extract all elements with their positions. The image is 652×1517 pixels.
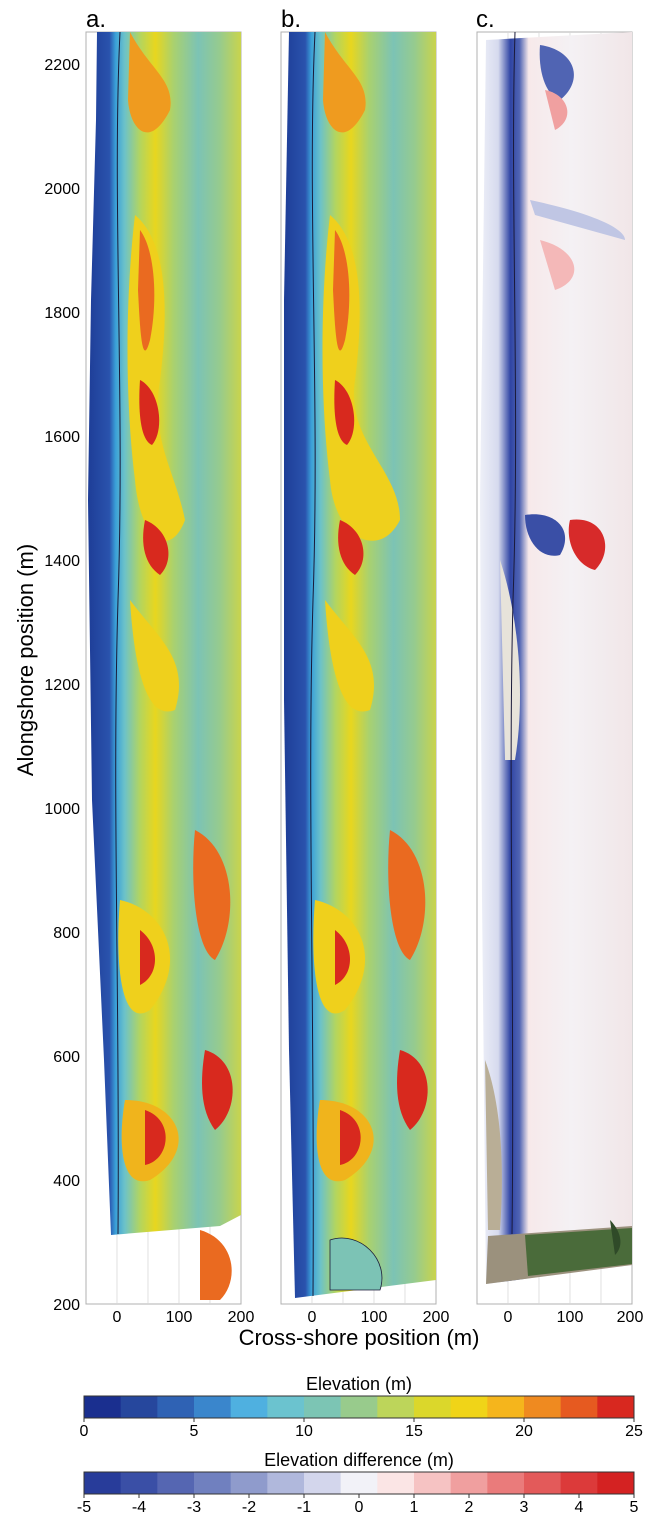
panel-label-a: a. [86, 6, 106, 33]
colorbar-difference-title: Elevation difference (m) [264, 1450, 454, 1470]
colorbar-tick-label: 10 [295, 1423, 313, 1440]
colorbar-swatch [194, 1396, 232, 1418]
panel-b-dune-features [313, 32, 428, 1291]
colorbar-swatch [84, 1472, 122, 1494]
colorbar-swatch [230, 1396, 268, 1418]
colorbar-swatch [267, 1396, 305, 1418]
colorbar-swatch [377, 1396, 415, 1418]
y-tick-label: 1400 [44, 553, 80, 570]
colorbar-swatch [84, 1396, 122, 1418]
colorbar-tick-label: -3 [187, 1499, 201, 1516]
colorbar-swatch [230, 1472, 268, 1494]
panel-a-shoreline-contour [115, 31, 121, 1235]
colorbar-swatch [524, 1472, 562, 1494]
colorbar-tick-label: 15 [405, 1423, 423, 1440]
colorbar-tick-label: -5 [77, 1499, 91, 1516]
colorbar-tick-label: 2 [465, 1499, 474, 1516]
colorbar-difference-ticks: -5 -4 -3 -2 -1 0 1 2 3 4 5 [77, 1499, 639, 1516]
x-tick-label: 0 [504, 1309, 513, 1326]
colorbar-swatch [157, 1472, 195, 1494]
x-ticks: 0 100 200 0 100 200 0 100 200 [113, 1309, 644, 1326]
x-tick-label: 200 [617, 1309, 644, 1326]
panel-a-elevation-map [88, 32, 241, 1235]
y-axis-label-group: Alongshore position (m) [13, 544, 38, 776]
colorbar-swatch [487, 1472, 525, 1494]
x-tick-label: 0 [113, 1309, 122, 1326]
x-tick-label: 0 [308, 1309, 317, 1326]
colorbar-swatch [120, 1472, 158, 1494]
y-tick-label: 1800 [44, 305, 80, 322]
colorbar-swatch [450, 1396, 488, 1418]
x-tick-label: 100 [557, 1309, 584, 1326]
colorbar-swatch [560, 1396, 598, 1418]
colorbar-frame [83, 1395, 635, 1419]
x-tick-label: 200 [423, 1309, 450, 1326]
colorbar-swatch [450, 1472, 488, 1494]
panel-label-b: b. [281, 6, 301, 33]
y-tick-label: 800 [53, 925, 80, 942]
y-tick-label: 600 [53, 1049, 80, 1066]
colorbar-tick-label: -2 [242, 1499, 256, 1516]
x-axis-label: Cross-shore position (m) [239, 1325, 480, 1350]
x-tick-label: 100 [361, 1309, 388, 1326]
colorbar-swatch [524, 1396, 562, 1418]
colorbar-swatch [157, 1396, 195, 1418]
x-tick-label: 100 [166, 1309, 193, 1326]
colorbar-swatch [414, 1396, 452, 1418]
colorbar-tick-label: 4 [575, 1499, 584, 1516]
colorbar-tick-label: 5 [630, 1499, 639, 1516]
y-tick-label: 1200 [44, 677, 80, 694]
panel-b-shoreline-contour [310, 31, 316, 1297]
colorbar-tick-label: -1 [297, 1499, 311, 1516]
y-ticks: 200 400 600 800 1000 1200 1400 1600 1800… [44, 57, 80, 1314]
colorbar-swatch [597, 1396, 635, 1418]
y-tick-label: 200 [53, 1297, 80, 1314]
colorbar-tick-label: 5 [190, 1423, 199, 1440]
colorbar-difference [83, 1471, 635, 1498]
panel-a [85, 31, 242, 1305]
colorbar-elevation-title: Elevation (m) [306, 1374, 412, 1394]
panel-b [280, 31, 437, 1305]
colorbar-swatch [487, 1396, 525, 1418]
colorbar-tick-label: 1 [410, 1499, 419, 1516]
y-tick-label: 2200 [44, 57, 80, 74]
panel-c-difference-map [480, 32, 632, 1284]
colorbar-swatch [560, 1472, 598, 1494]
colorbar-swatch [304, 1472, 342, 1494]
y-axis-label: Alongshore position (m) [13, 544, 38, 776]
panel-c-change-features [485, 45, 632, 1284]
colorbar-tick-label: 0 [355, 1499, 364, 1516]
colorbar-swatch [377, 1472, 415, 1494]
colorbar-swatch [340, 1472, 378, 1494]
y-tick-label: 400 [53, 1173, 80, 1190]
colorbar-elevation-ticks: 0 5 10 15 20 25 [80, 1423, 643, 1440]
colorbar-swatch [597, 1472, 635, 1494]
colorbar-tick-label: 3 [520, 1499, 529, 1516]
x-tick-label: 200 [228, 1309, 255, 1326]
colorbar-swatch [340, 1396, 378, 1418]
colorbar-swatch [194, 1472, 232, 1494]
panel-c [476, 31, 633, 1305]
colorbar-elevation [83, 1395, 635, 1422]
y-tick-label: 1600 [44, 429, 80, 446]
colorbar-swatch [120, 1396, 158, 1418]
colorbar-tick-label: 20 [515, 1423, 533, 1440]
colorbar-tick-label: 0 [80, 1423, 89, 1440]
panel-label-c: c. [476, 6, 495, 33]
y-tick-label: 1000 [44, 801, 80, 818]
colorbar-swatch [414, 1472, 452, 1494]
panel-c-contour [510, 31, 517, 1235]
colorbar-tick-label: 25 [625, 1423, 643, 1440]
y-tick-label: 2000 [44, 181, 80, 198]
colorbar-swatch [267, 1472, 305, 1494]
panel-a-dune-features [118, 32, 233, 1300]
colorbar-tick-label: -4 [132, 1499, 146, 1516]
colorbar-swatch [304, 1396, 342, 1418]
